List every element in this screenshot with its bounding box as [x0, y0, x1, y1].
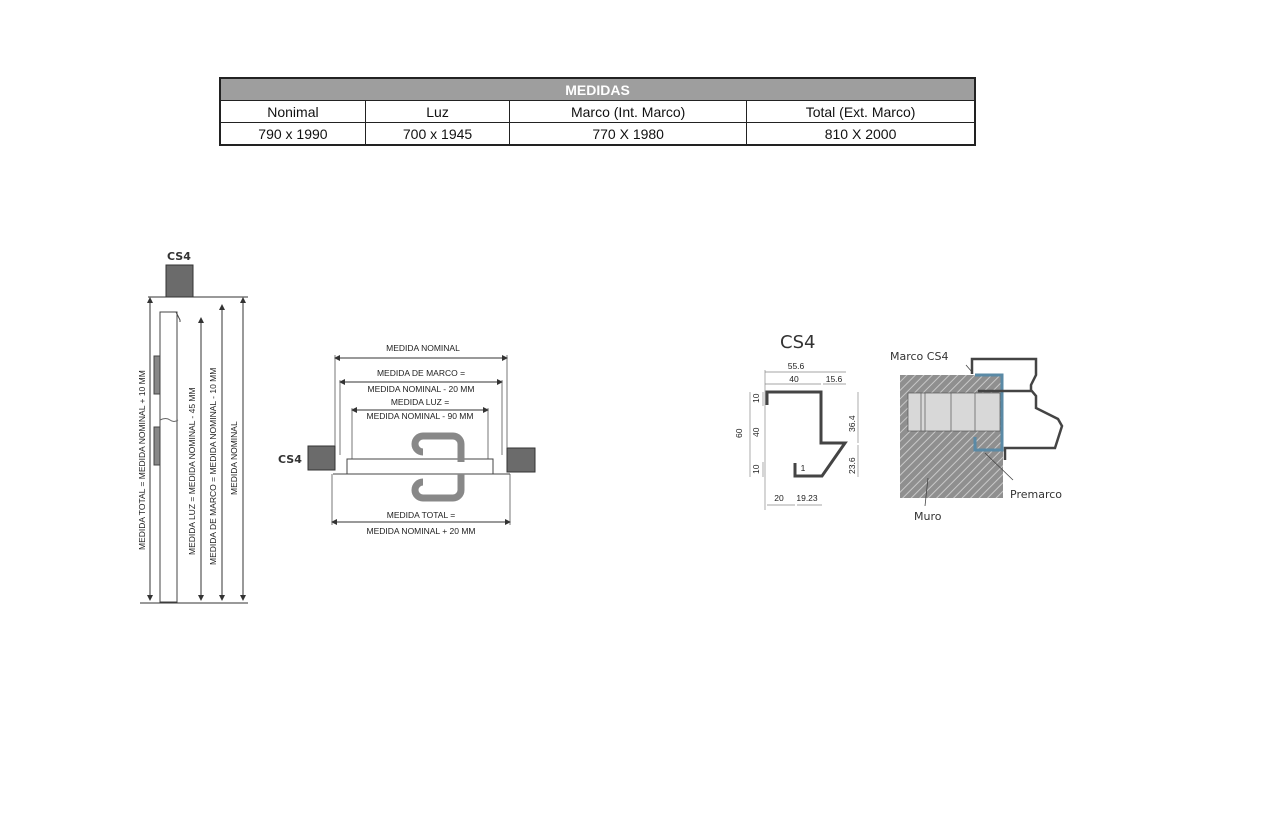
header-nominal: Nonimal	[219, 100, 366, 123]
plan-luz-2: MEDIDA NOMINAL - 90 MM	[367, 411, 474, 421]
marco-cs4-label: Marco CS4	[890, 350, 948, 363]
elevation-drawing: CS4 MEDIDA TOTAL = MEDIDA NOMINAL + 10 M…	[137, 250, 248, 604]
section-drawing: Marco CS4 Premarco Muro	[890, 350, 1064, 523]
dim-23-6: 23.6	[847, 457, 857, 474]
value-marco: 770 X 1980	[509, 122, 748, 146]
value-nominal: 790 x 1990	[219, 122, 366, 146]
dim-10-bottom: 10	[751, 464, 761, 474]
plan-total-2: MEDIDA NOMINAL + 20 MM	[366, 526, 475, 536]
dim-40-v: 40	[751, 427, 761, 437]
dim-20: 20	[774, 493, 784, 503]
header-luz: Luz	[364, 100, 511, 123]
elevation-dim-marco: MEDIDA DE MARCO = MEDIDA NOMINAL - 10 MM	[208, 368, 218, 565]
table-title: MEDIDAS	[219, 77, 976, 101]
dim-1: 1	[801, 463, 806, 473]
plan-marco-1: MEDIDA DE MARCO =	[377, 368, 465, 378]
plan-marco-2: MEDIDA NOMINAL - 20 MM	[368, 384, 475, 394]
value-total: 810 X 2000	[746, 122, 976, 146]
muro-label: Muro	[914, 510, 942, 523]
elevation-dim-total: MEDIDA TOTAL = MEDIDA NOMINAL + 10 MM	[137, 370, 147, 550]
table-row: 790 x 1990 700 x 1945 770 X 1980 810 X 2…	[219, 122, 976, 146]
dim-10-top: 10	[751, 393, 761, 403]
dim-15-6: 15.6	[826, 374, 843, 384]
dim-55-6: 55.6	[788, 361, 805, 371]
dim-60: 60	[734, 428, 744, 438]
plan-drawing: CS4 MEDIDA NOMINAL MEDIDA DE MARCO = MED…	[278, 343, 536, 536]
profile-title: CS4	[780, 332, 815, 353]
elevation-dim-nominal: MEDIDA NOMINAL	[229, 421, 239, 495]
dim-40: 40	[789, 374, 799, 384]
elevation-dim-luz: MEDIDA LUZ = MEDIDA NOMINAL - 45 MM	[187, 387, 197, 555]
dim-19-23: 19.23	[796, 493, 818, 503]
dim-36-4: 36.4	[847, 415, 857, 432]
plan-luz-1: MEDIDA LUZ =	[391, 397, 449, 407]
value-luz: 700 x 1945	[364, 122, 511, 146]
plan-nominal: MEDIDA NOMINAL	[386, 343, 460, 353]
table-header-row: Nonimal Luz Marco (Int. Marco) Total (Ex…	[219, 100, 976, 123]
header-total: Total (Ext. Marco)	[746, 100, 976, 123]
plan-cs4-label: CS4	[278, 453, 302, 466]
medidas-table: MEDIDAS Nonimal Luz Marco (Int. Marco) T…	[219, 77, 976, 146]
plan-total-1: MEDIDA TOTAL =	[387, 510, 455, 520]
premarco-label: Premarco	[1010, 488, 1062, 501]
elevation-cs4-label: CS4	[167, 250, 191, 263]
profile-drawing: CS4 55.6 40 15.6 60 10 40 10 36.4 23.6 2…	[734, 332, 859, 510]
